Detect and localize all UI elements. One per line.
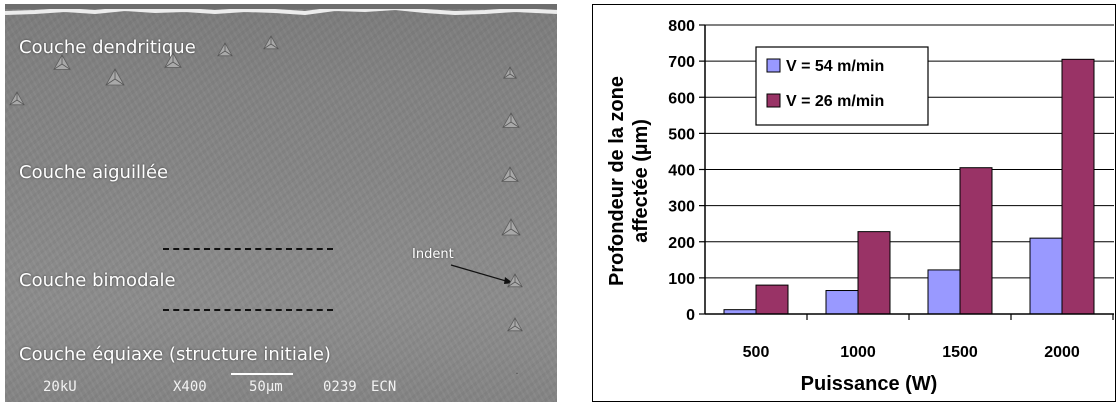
indent-mark bbox=[507, 273, 523, 288]
label-dendritic-layer: Couche dendritique bbox=[19, 37, 196, 58]
chart-canvas: 0 100 200 300 400 500 600 700 800 500 1000 1500 200… bbox=[606, 18, 1114, 395]
surface-edge bbox=[5, 4, 557, 16]
sem-magnification: X400 bbox=[173, 379, 207, 395]
legend-swatch-26 bbox=[766, 93, 781, 108]
y-tick-label-300: 300 bbox=[668, 199, 695, 216]
bars bbox=[723, 58, 1095, 315]
y-axis-title: Profondeur de la zone affectée (µm) bbox=[606, 76, 652, 286]
legend-label-26: V = 26 m/min bbox=[786, 93, 884, 110]
indent-mark bbox=[515, 372, 519, 374]
boundary-dash-lower bbox=[163, 309, 333, 311]
sem-scale-value: 50µm bbox=[249, 379, 283, 395]
indent-label: Indent bbox=[412, 247, 454, 262]
indent-mark bbox=[503, 66, 517, 79]
y-tick-labels: 0 100 200 300 400 500 600 700 800 bbox=[668, 18, 695, 324]
bar-v26-500 bbox=[755, 284, 789, 315]
x-tick-label-2000: 2000 bbox=[1044, 344, 1080, 361]
legend-label-54: V = 54 m/min bbox=[786, 58, 884, 75]
bar-v54-2000 bbox=[1029, 237, 1063, 315]
indent-mark bbox=[507, 317, 523, 332]
x-tick-label-500: 500 bbox=[743, 344, 770, 361]
bar-v54-1000 bbox=[825, 290, 859, 315]
bar-chart: 0 100 200 300 400 500 600 700 800 500 1000 1500 200… bbox=[592, 4, 1116, 402]
label-bimodal-layer: Couche bimodale bbox=[19, 270, 176, 291]
indent-mark bbox=[501, 218, 521, 236]
y-tick-label-0: 0 bbox=[686, 307, 695, 324]
label-needle-layer: Couche aiguillée bbox=[19, 162, 169, 183]
y-tick-label-200: 200 bbox=[668, 235, 695, 252]
axes bbox=[704, 25, 1114, 320]
bar-v26-1000 bbox=[857, 231, 891, 315]
y-tick-label-500: 500 bbox=[668, 126, 695, 143]
x-tick-labels: 500 1000 1500 2000 bbox=[743, 344, 1080, 361]
y-axis-title-line-2: affectée (µm) bbox=[630, 119, 652, 243]
indent-marks bbox=[9, 35, 523, 374]
sem-micrograph: Couche dendritique Couche aiguillée Couc… bbox=[5, 4, 557, 402]
y-tick-label-600: 600 bbox=[668, 90, 695, 107]
indent-mark bbox=[53, 54, 71, 70]
indent-mark bbox=[501, 166, 519, 182]
indent-mark bbox=[502, 112, 520, 128]
sem-lab: ECN bbox=[371, 379, 397, 395]
indent-mark bbox=[9, 91, 25, 106]
bar-v26-1500 bbox=[959, 167, 993, 315]
boundary-dash-upper bbox=[163, 248, 333, 250]
legend-box bbox=[755, 46, 929, 126]
y-tick-label-700: 700 bbox=[668, 54, 695, 71]
bar-v26-2000 bbox=[1061, 58, 1095, 315]
indent-mark bbox=[164, 52, 182, 68]
bar-v54-1500 bbox=[927, 269, 961, 315]
indent-mark bbox=[263, 35, 279, 50]
sem-image-number: 0239 bbox=[323, 379, 357, 395]
y-tick-label-100: 100 bbox=[668, 271, 695, 288]
sem-voltage: 20kU bbox=[43, 379, 77, 395]
indent-mark bbox=[217, 42, 233, 57]
legend-swatch-54 bbox=[766, 58, 781, 73]
y-axis-title-line-1: Profondeur de la zone bbox=[606, 76, 628, 286]
legend: V = 54 m/min V = 26 m/min bbox=[755, 46, 929, 126]
label-equiaxed-layer: Couche équiaxe (structure initiale) bbox=[19, 344, 331, 365]
x-axis-title: Puissance (W) bbox=[801, 373, 938, 395]
scale-bar bbox=[231, 373, 293, 375]
x-tick-label-1500: 1500 bbox=[942, 344, 978, 361]
sem-info-bar: 20kU X400 50µm 0239 ECN bbox=[5, 374, 557, 402]
x-tick-label-1000: 1000 bbox=[840, 344, 876, 361]
micrograph-texture bbox=[5, 4, 557, 402]
indent-mark bbox=[105, 68, 125, 86]
y-tick-label-800: 800 bbox=[668, 18, 695, 35]
y-tick-label-400: 400 bbox=[668, 163, 695, 180]
